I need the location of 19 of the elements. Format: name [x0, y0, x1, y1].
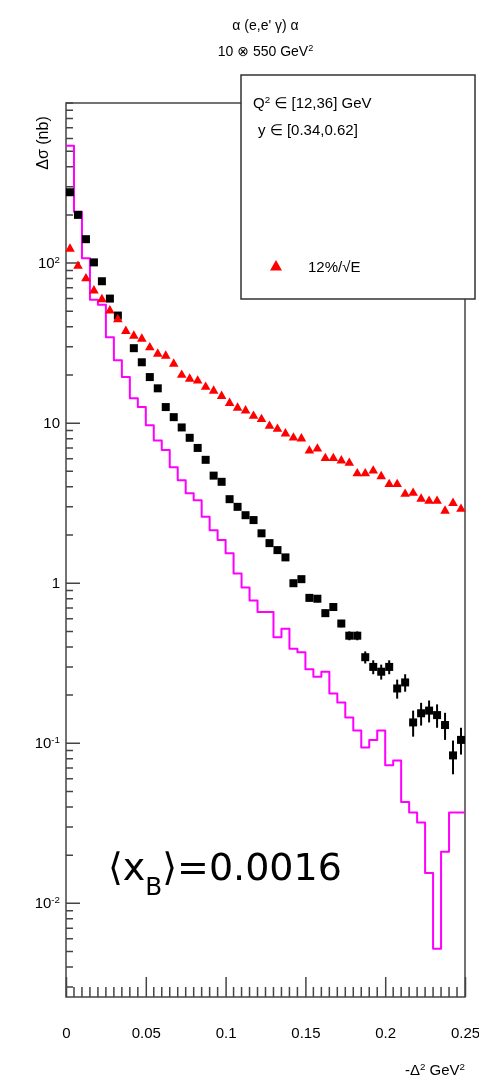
- y-tick-label: 1: [51, 574, 60, 592]
- x-tick-label: 0: [62, 1023, 71, 1041]
- annotation: ⟨x$_{B}$⟩=0.0016: [108, 845, 342, 901]
- legend-label: 12%/√E: [308, 258, 361, 275]
- chart-title: α (e,e' γ) α: [232, 17, 299, 33]
- y-tick-label: 10$^{2}$: [37, 253, 60, 272]
- y-tick-label: 10$^{-1}$: [34, 733, 60, 752]
- x-tick-label: 0.05: [131, 1023, 161, 1041]
- chart-subtitle: 10 ⊗ 550 GeV$^{2}$: [217, 43, 314, 59]
- x-tick-label: 0.25: [450, 1023, 481, 1041]
- y-axis-title: Δσ (nb): [34, 116, 51, 170]
- x-tick-label: 0.1: [215, 1023, 237, 1041]
- x-axis-title: -Δ$^{2}$ GeV$^{2}$: [404, 1060, 465, 1078]
- annotation: Q$^{2}$ ∈ [12,36] GeV: [253, 93, 372, 111]
- x-tick-label: 0.2: [375, 1023, 397, 1041]
- annotation: y ∈ [0.34,0.62]: [258, 121, 358, 138]
- x-tick-label: 0.15: [291, 1023, 321, 1041]
- y-tick-label: 10$^{-2}$: [34, 893, 60, 912]
- y-tick-label: 10: [43, 414, 60, 432]
